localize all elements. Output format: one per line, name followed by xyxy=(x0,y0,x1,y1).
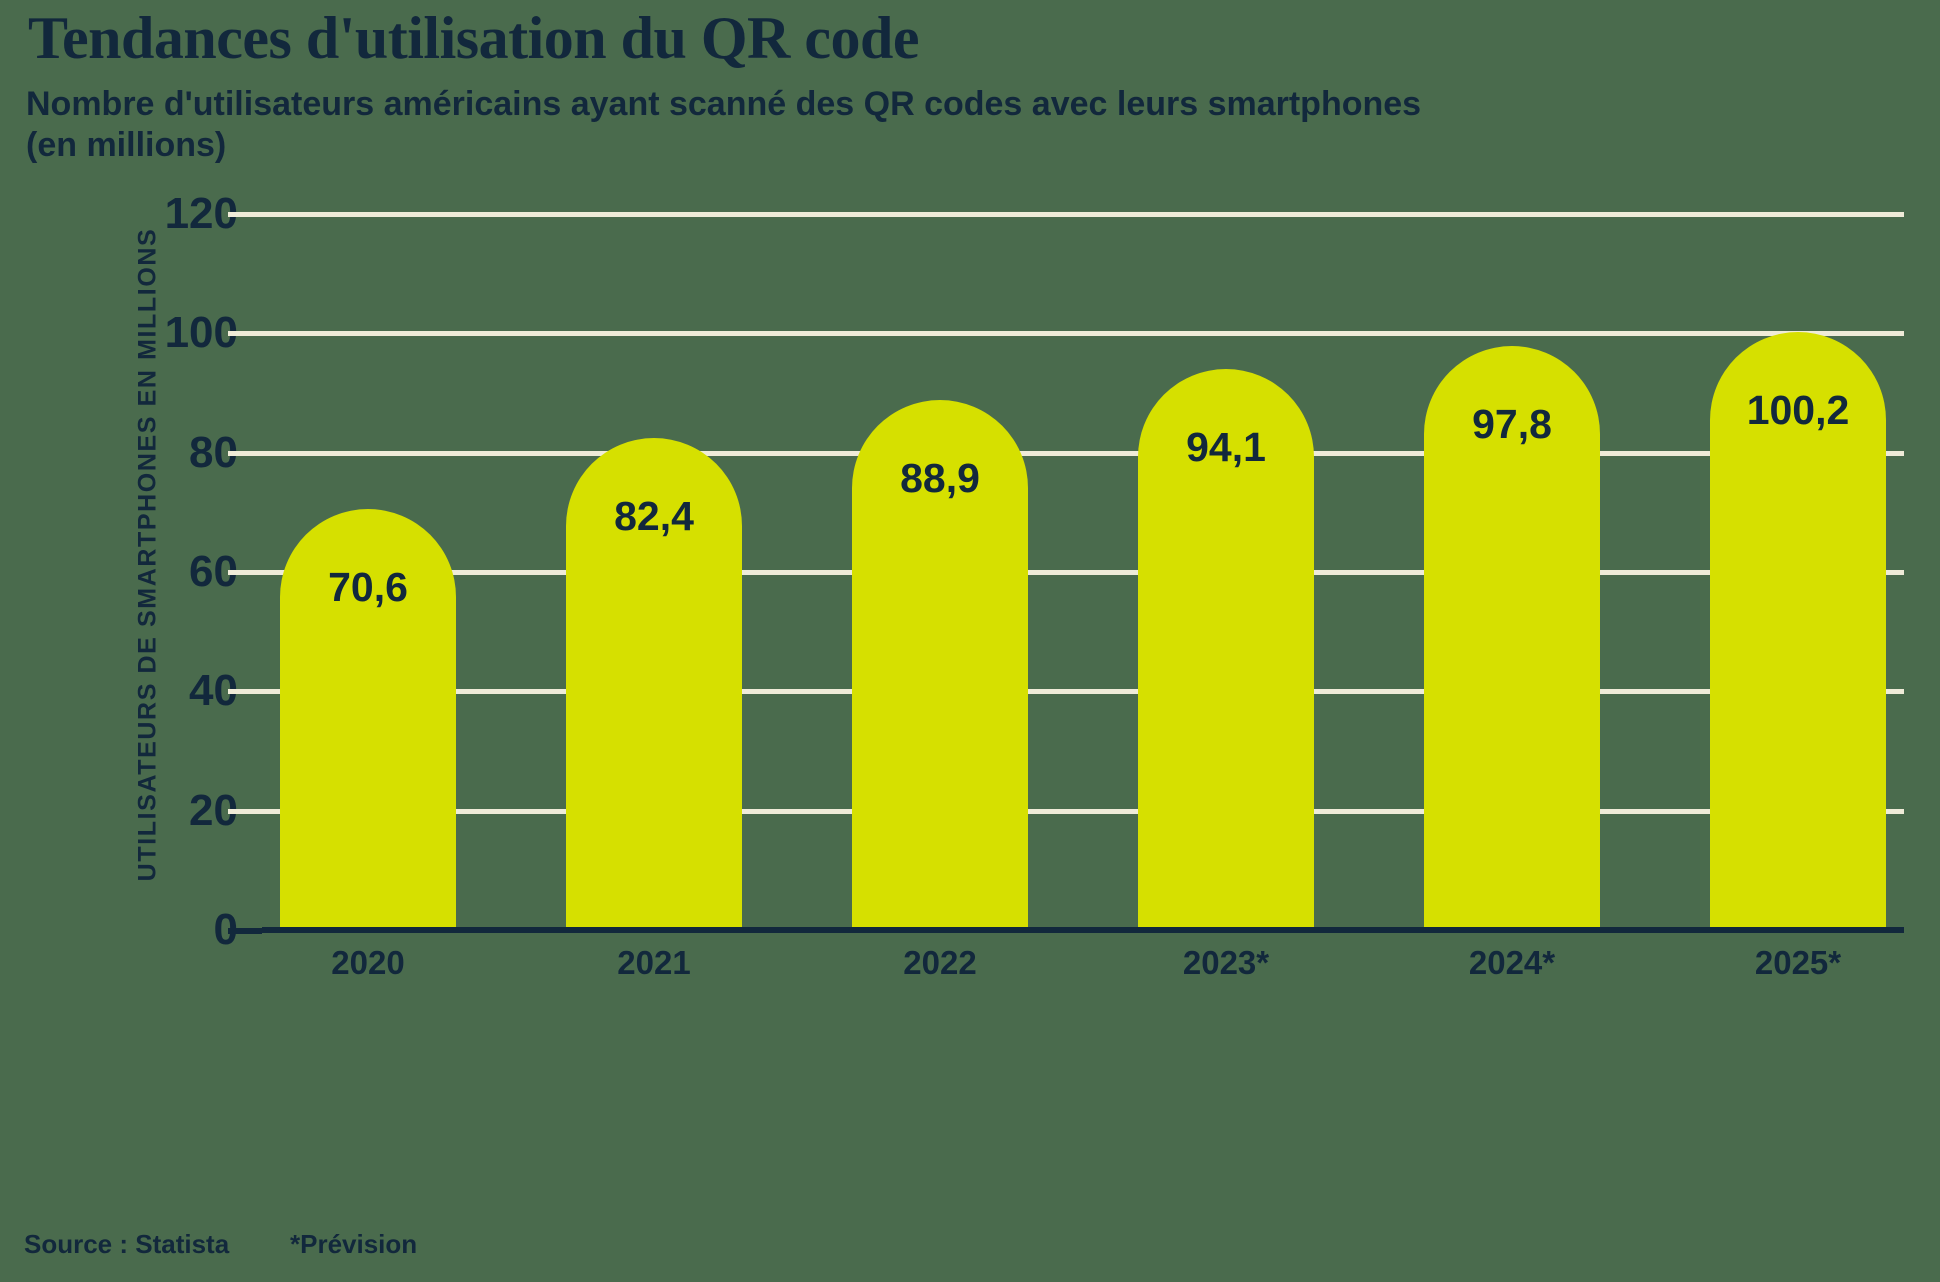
bar[interactable]: 70,6 xyxy=(280,508,456,930)
bar-value-label: 100,2 xyxy=(1746,387,1850,434)
y-axis-tick xyxy=(228,689,262,695)
bar[interactable]: 100,2 xyxy=(1710,332,1886,930)
x-axis-tick-label: 2024* xyxy=(1468,944,1556,981)
plot-area: 70,6 82,4 88,9 94,1 97,8 100,2 xyxy=(228,212,1904,934)
y-axis-tick xyxy=(228,928,262,934)
x-axis-tick-label: 2025* xyxy=(1754,944,1842,981)
gridline xyxy=(262,689,1904,695)
bar-value-label: 97,8 xyxy=(1472,401,1552,448)
bar-slot[interactable]: 97,8 xyxy=(1424,214,1600,930)
bar-slot[interactable]: 88,9 xyxy=(852,214,1028,930)
bar-slot[interactable]: 82,4 xyxy=(566,214,742,930)
bar[interactable]: 82,4 xyxy=(566,438,742,930)
y-axis-tick xyxy=(228,331,262,337)
y-axis-tick xyxy=(228,212,262,217)
gridline xyxy=(262,808,1904,814)
gridline xyxy=(262,331,1904,337)
forecast-note: *Prévision xyxy=(290,1229,418,1259)
x-axis-tick-label: 2021 xyxy=(617,944,691,981)
bar-value-label: 82,4 xyxy=(614,493,694,540)
bar-value-label: 88,9 xyxy=(900,454,980,501)
bar-slot[interactable]: 94,1 xyxy=(1138,214,1314,930)
x-axis-tick-labels: 2020 2021 2022 2023* 2024* 2025* xyxy=(262,944,1904,994)
y-axis-tick-label: 120 xyxy=(164,189,238,238)
y-axis-tick xyxy=(228,570,262,575)
gridline xyxy=(262,570,1904,575)
bar-slot[interactable]: 70,6 xyxy=(280,214,456,930)
y-axis-tick xyxy=(228,808,262,814)
page-title: Tendances d'utilisation du QR code xyxy=(28,5,920,71)
bar[interactable]: 88,9 xyxy=(852,399,1028,930)
x-axis-tick-label: 2023* xyxy=(1182,944,1270,981)
y-axis-tick-labels: 0 20 40 60 80 100 120 xyxy=(150,189,238,954)
bar-value-label: 70,6 xyxy=(328,563,408,610)
source-text: Source : Statista xyxy=(24,1229,230,1259)
x-axis-line xyxy=(262,927,1904,933)
subtitle-line-2: (en millions) xyxy=(26,126,227,165)
y-axis-tick-label: 100 xyxy=(164,308,238,358)
x-axis-tick-label: 2020 xyxy=(331,944,405,981)
subtitle-line-1: Nombre d'utilisateurs américains ayant s… xyxy=(26,85,1422,123)
bar-series: 70,6 82,4 88,9 94,1 97,8 100,2 xyxy=(262,214,1904,930)
y-axis-tick xyxy=(228,450,262,456)
page-subtitle: Nombre d'utilisateurs américains ayant s… xyxy=(26,84,1926,167)
gridline xyxy=(262,450,1904,456)
bar-value-label: 94,1 xyxy=(1186,423,1266,470)
bar[interactable]: 97,8 xyxy=(1424,346,1600,930)
x-axis-tick-label: 2022 xyxy=(903,944,977,981)
gridline xyxy=(262,212,1904,217)
bar[interactable]: 94,1 xyxy=(1138,368,1314,930)
bar-slot[interactable]: 100,2 xyxy=(1710,214,1886,930)
